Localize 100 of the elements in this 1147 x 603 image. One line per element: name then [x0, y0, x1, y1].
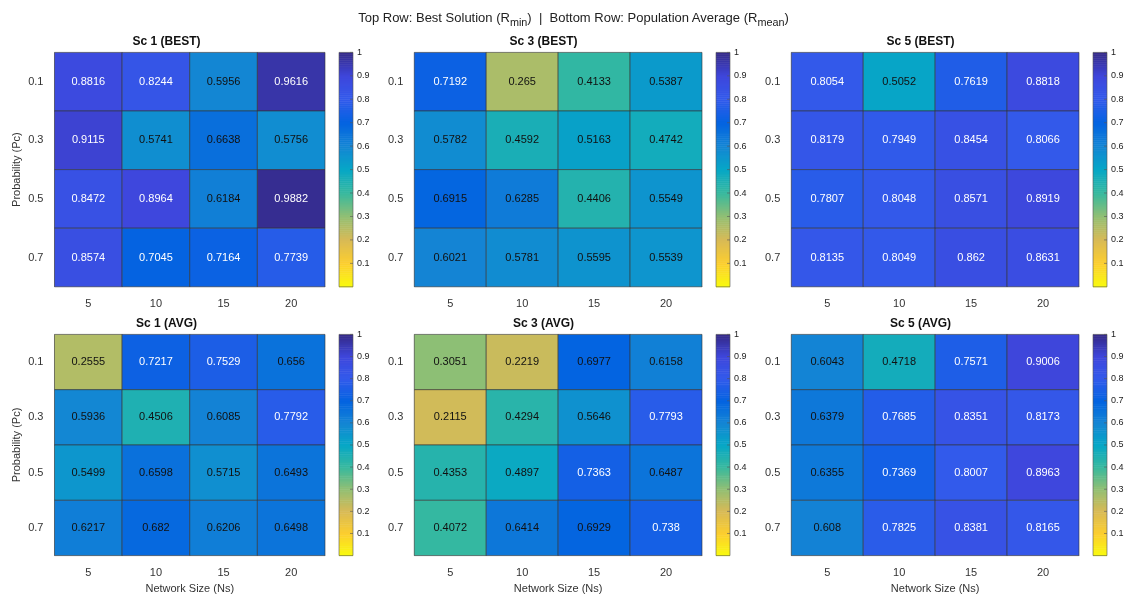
- data-label: 0.8818: [1026, 74, 1060, 87]
- data-label: 0.4897: [505, 465, 540, 478]
- data-label: 0.8173: [1026, 410, 1060, 423]
- color-bar-label: 0.3: [1111, 483, 1124, 494]
- data-label: 0.8454: [954, 133, 988, 146]
- data-label: 0.8244: [139, 74, 173, 87]
- data-label: 0.6598: [139, 465, 173, 478]
- color-bar-label: 0.1: [734, 257, 747, 268]
- color-bar-label: 0.2: [357, 505, 370, 516]
- data-label: 0.5052: [882, 74, 917, 87]
- x-tick-label: 20: [659, 297, 673, 310]
- y-tick-label: 0.3: [28, 133, 44, 146]
- data-label: 0.7571: [954, 355, 988, 368]
- data-label: 0.5539: [649, 250, 683, 263]
- color-bar-label: 0.1: [1111, 527, 1124, 538]
- chart-title: Sc 5 (BEST): [886, 33, 955, 48]
- data-label: 0.9006: [1026, 355, 1060, 368]
- color-bar-label: 0.2: [734, 505, 747, 516]
- color-bar-label: 0.2: [357, 234, 370, 245]
- x-tick-label: 15: [587, 566, 601, 579]
- x-tick-label: 15: [964, 566, 978, 579]
- data-label: 0.6638: [206, 133, 241, 146]
- color-bar-label: 0.5: [734, 164, 747, 175]
- data-label: 0.7363: [577, 465, 611, 478]
- data-label: 0.8351: [954, 410, 988, 423]
- data-label: 0.8135: [810, 250, 845, 263]
- data-label: 0.6285: [505, 191, 540, 204]
- data-label: 0.7529: [206, 355, 241, 368]
- data-label: 0.9115: [71, 133, 105, 146]
- data-label: 0.7369: [882, 465, 917, 478]
- data-label: 0.265: [508, 74, 536, 87]
- data-label: 0.5715: [206, 465, 241, 478]
- color-bar-label: 0.4: [1111, 187, 1124, 198]
- chart-title: Sc 3 (BEST): [509, 33, 578, 48]
- color-bar-label: 0.1: [357, 257, 370, 268]
- data-label: 0.7164: [206, 250, 241, 263]
- x-axis-title: Network Size (Ns): [513, 582, 603, 595]
- color-bar-label: 0.9: [357, 351, 370, 361]
- y-tick-label: 0.1: [28, 74, 44, 87]
- y-tick-label: 0.5: [764, 465, 781, 478]
- color-bar-label: 0.8: [1111, 373, 1124, 384]
- data-label: 0.5782: [433, 133, 468, 146]
- color-bar-label: 0.7: [734, 117, 747, 128]
- color-bar-label: 1: [357, 46, 363, 57]
- x-tick-label: 10: [893, 297, 906, 310]
- data-label: 0.8007: [954, 465, 988, 478]
- color-bar-label: 0.5: [734, 439, 747, 450]
- y-tick-label: 0.7: [28, 250, 44, 263]
- color-bar-label: 0.5: [1111, 439, 1124, 450]
- color-bar-label: 0.8: [734, 373, 747, 384]
- y-axis-title: Probability (Pc): [9, 132, 22, 207]
- color-bar-label: 0.9: [1111, 351, 1124, 361]
- data-label: 0.6379: [810, 410, 845, 423]
- y-tick-label: 0.3: [387, 133, 404, 146]
- data-label: 0.4133: [577, 74, 611, 87]
- data-label: 0.6355: [810, 465, 845, 478]
- data-label: 0.8048: [882, 191, 917, 204]
- data-label: 0.862: [957, 250, 985, 263]
- x-tick-label: 5: [447, 566, 454, 579]
- x-tick-label: 15: [217, 297, 230, 310]
- data-label: 0.8631: [1026, 250, 1060, 263]
- color-bar-label: 1: [734, 46, 740, 57]
- x-tick-label: 10: [516, 566, 529, 579]
- data-label: 0.5595: [577, 250, 611, 263]
- data-label: 0.7217: [139, 355, 173, 368]
- color-bar-label: 0.1: [1111, 257, 1124, 268]
- data-label: 0.7739: [274, 250, 309, 263]
- x-tick-label: 15: [217, 566, 230, 579]
- color-bar-label: 0.7: [1111, 395, 1124, 406]
- data-label: 0.5936: [71, 410, 106, 423]
- color-bar-label: 0.3: [357, 483, 370, 494]
- data-label: 0.5781: [505, 250, 540, 263]
- data-label: 0.7792: [274, 410, 309, 423]
- data-label: 0.6493: [274, 465, 309, 478]
- data-label: 0.4294: [505, 410, 540, 423]
- color-bar-label: 0.7: [357, 395, 370, 406]
- x-tick-label: 10: [516, 297, 529, 310]
- data-label: 0.656: [277, 355, 305, 368]
- data-label: 0.5741: [139, 133, 173, 146]
- data-label: 0.4742: [649, 133, 683, 146]
- data-label: 0.5549: [649, 191, 683, 204]
- y-tick-label: 0.5: [28, 465, 44, 478]
- data-label: 0.6158: [649, 355, 683, 368]
- data-label: 0.5499: [71, 465, 106, 478]
- data-label: 0.8381: [954, 520, 988, 533]
- y-tick-label: 0.1: [28, 355, 44, 368]
- y-tick-label: 0.7: [387, 520, 404, 533]
- color-bar-label: 0.1: [734, 527, 747, 538]
- data-label: 0.8066: [1026, 133, 1060, 146]
- data-label: 0.8816: [71, 74, 106, 87]
- data-label: 0.8179: [810, 133, 845, 146]
- y-tick-label: 0.5: [764, 191, 781, 204]
- color-bar-label: 1: [1111, 46, 1117, 57]
- y-tick-label: 0.7: [28, 520, 44, 533]
- data-label: 0.4406: [577, 191, 611, 204]
- color-bar-label: 0.7: [357, 117, 370, 128]
- data-label: 0.9616: [274, 74, 309, 87]
- data-label: 0.2555: [71, 355, 106, 368]
- data-label: 0.6498: [274, 520, 309, 533]
- color-bar-label: 0.5: [357, 439, 370, 450]
